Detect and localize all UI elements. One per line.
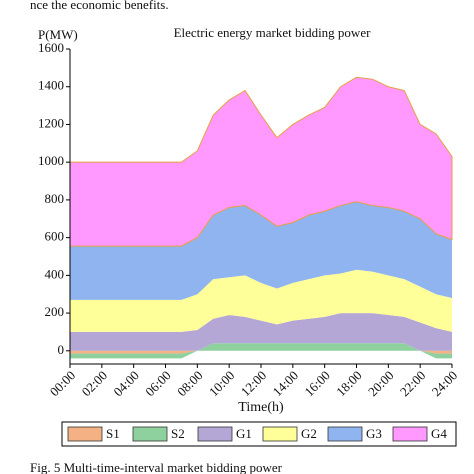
y-tick-label: 0 <box>58 342 65 357</box>
area <box>69 76 453 247</box>
x-tick-label: 18:00 <box>333 368 365 400</box>
legend-label: G2 <box>301 426 317 441</box>
x-tick-label: 22:00 <box>397 368 429 400</box>
x-tick-label: 12:00 <box>238 368 270 400</box>
y-tick-label: 1400 <box>38 78 64 93</box>
legend-swatch <box>197 426 233 442</box>
header-text: nce the economic benefits. <box>30 0 169 12</box>
x-tick-label: 04:00 <box>110 368 142 400</box>
y-tick-label: 400 <box>45 266 65 281</box>
y-tick-label: 600 <box>45 229 65 244</box>
x-tick-label: 08:00 <box>174 368 206 400</box>
legend-swatch <box>262 426 298 442</box>
legend-box <box>61 421 457 447</box>
x-tick-label: 06:00 <box>142 368 174 400</box>
y-tick-label: 800 <box>45 191 65 206</box>
y-tick-label: 1000 <box>38 153 64 168</box>
y-tick-label: 200 <box>45 304 65 319</box>
y-tick-label: 1600 <box>38 40 64 55</box>
x-tick-label: 24:00 <box>429 368 461 400</box>
x-tick-label: 10:00 <box>206 368 238 400</box>
legend-swatch <box>67 426 103 442</box>
area <box>70 269 452 332</box>
x-axis-label: Time(h) <box>238 400 284 415</box>
legend-label: G3 <box>366 426 382 441</box>
x-tick-label: 02:00 <box>79 368 111 400</box>
x-tick-label: 14:00 <box>270 368 302 400</box>
y-tick-label: 1200 <box>38 115 64 130</box>
legend-label: G4 <box>431 426 447 441</box>
area <box>70 343 452 359</box>
x-tick-label: 00:00 <box>47 368 79 400</box>
legend-swatch <box>327 426 363 442</box>
area <box>70 201 452 300</box>
chart-title: Electric energy market bidding power <box>174 25 372 40</box>
x-tick-label: 16:00 <box>301 368 333 400</box>
x-tick-label: 20:00 <box>365 368 397 400</box>
area <box>70 313 452 351</box>
legend-swatch <box>132 426 168 442</box>
caption: Fig. 5 Multi-time-interval market biddin… <box>30 460 283 474</box>
legend-label: G1 <box>236 426 252 441</box>
y-axis-label: P(MW) <box>38 27 78 42</box>
area <box>70 350 452 354</box>
legend-label: S1 <box>106 426 120 441</box>
legend-label: S2 <box>171 426 185 441</box>
legend-swatch <box>392 426 428 442</box>
